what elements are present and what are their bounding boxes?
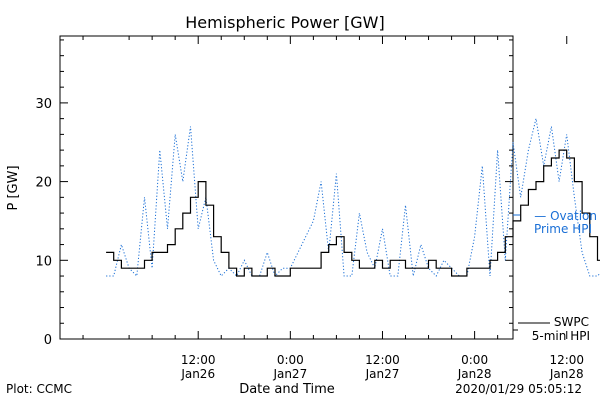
x-tick-date: Jan27 [365, 367, 400, 381]
x-tick-time: 12:00 [181, 353, 216, 367]
y-axis: 0 10 20 30 [35, 39, 513, 348]
x-tick-date: Jan27 [272, 367, 307, 381]
x-tick-time: 12:00 [549, 353, 584, 367]
x-axis: 12:00Jan260:00Jan2712:00Jan270:00Jan2812… [59, 36, 584, 381]
series-layer [106, 118, 600, 278]
ovation-prime-line [106, 118, 600, 278]
x-tick-time: 12:00 [365, 353, 400, 367]
x-tick-date: Jan28 [457, 367, 492, 381]
plot-frame [59, 35, 514, 340]
y-tick-label: 20 [35, 176, 52, 191]
legend-ovation-line1: — Ovation [534, 209, 597, 223]
y-tick-label: 30 [35, 97, 52, 112]
legend-swpc-line2: 5-min HPI [532, 329, 590, 343]
legend-ovation-line2: Prime HPI [534, 222, 592, 236]
y-tick-label: 0 [44, 333, 52, 348]
swpc-hpi-line [106, 149, 600, 277]
x-tick-date: Jan28 [549, 367, 584, 381]
x-tick-date: Jan26 [180, 367, 215, 381]
legend-swpc-line1: SWPC [554, 315, 589, 329]
chart-title: Hemispheric Power [GW] [185, 13, 384, 32]
footer-credit: Plot: CCMC [6, 382, 72, 396]
x-axis-label: Date and Time [239, 382, 335, 397]
footer-timestamp: 2020/01/29 05:05:12 [455, 382, 582, 396]
y-tick-label: 10 [35, 254, 52, 269]
x-tick-time: 0:00 [461, 353, 488, 367]
y-axis-label: P [GW] [6, 165, 21, 210]
x-tick-time: 0:00 [277, 353, 304, 367]
